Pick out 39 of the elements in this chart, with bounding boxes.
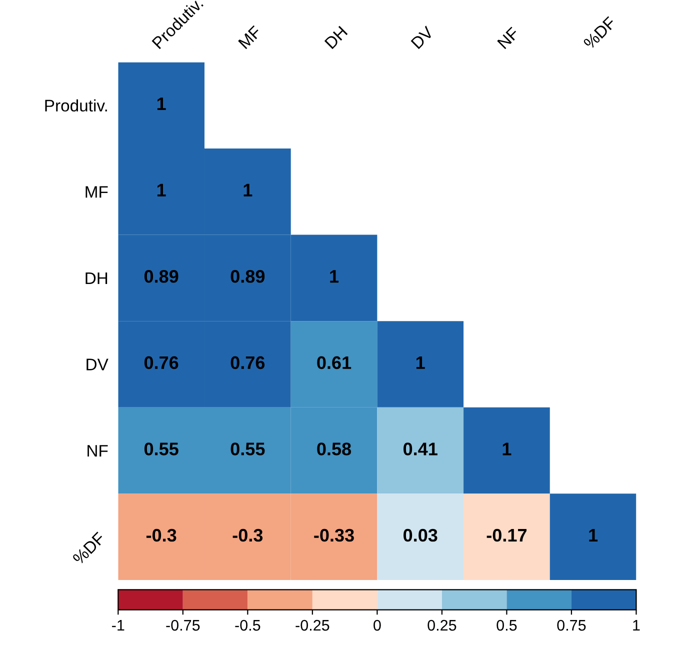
data-label: -0.3: [146, 528, 176, 542]
data-label: 1: [330, 270, 339, 283]
color-bar-label: 0.5: [496, 620, 517, 631]
data-label: -0.33: [314, 528, 354, 542]
data-label: 0.55: [230, 442, 265, 456]
color-bar-label: 0.75: [557, 620, 586, 631]
x-tick-label: MF: [238, 25, 262, 50]
x-tick-label: DV: [410, 26, 434, 50]
data-label: 1: [157, 98, 166, 110]
data-label: 0.76: [230, 356, 265, 370]
y-tick-label: Produtiv.: [45, 99, 107, 112]
color-bar-label: 0.25: [428, 620, 456, 631]
color-bar-label: -1: [112, 620, 124, 631]
x-tick-label: DH: [324, 26, 348, 50]
color-bar-label: 0: [374, 620, 381, 631]
color-bar-label: -0.5: [235, 620, 260, 631]
data-label: 1: [416, 356, 425, 369]
data-label: 1: [244, 184, 252, 196]
data-label: 0.76: [144, 356, 178, 370]
data-label: 0.61: [317, 356, 352, 370]
data-label: 0.58: [317, 442, 352, 456]
color-bar-label: -0.25: [296, 620, 330, 631]
color-bar-label: 1: [633, 620, 640, 631]
data-label: 0.41: [404, 442, 438, 456]
data-label: -0.17: [486, 528, 526, 542]
data-label: 1: [589, 529, 598, 542]
data-label: 0.55: [144, 442, 178, 456]
x-tick-label: NF: [497, 26, 520, 50]
y-tick-label: MF: [86, 186, 108, 198]
data-label: 0.89: [144, 270, 178, 283]
color-bar-label: -0.75: [166, 620, 200, 631]
data-label: 1: [502, 442, 512, 456]
y-tick-label: NF: [88, 445, 108, 457]
data-label: 1: [157, 184, 166, 196]
y-tick-label: DV: [86, 358, 108, 370]
y-tick-label: DH: [86, 272, 108, 284]
data-label: -0.3: [232, 528, 263, 542]
data-label: 0.03: [404, 528, 438, 542]
data-label: 0.89: [230, 270, 265, 283]
